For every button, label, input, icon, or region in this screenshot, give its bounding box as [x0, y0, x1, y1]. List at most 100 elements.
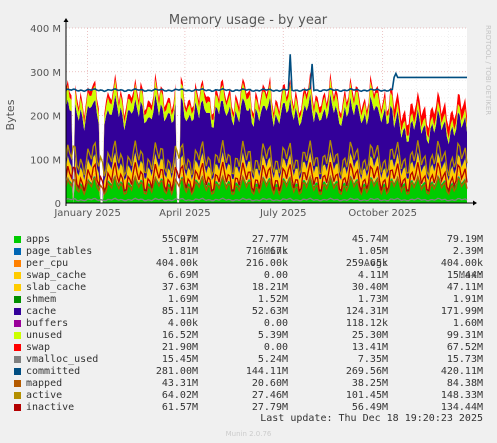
- legend-avg-value: 38.25M: [351, 378, 388, 389]
- legend-label: per_cpu: [26, 258, 69, 269]
- legend-label: mapped: [26, 378, 63, 389]
- x-tick-label: April 2025: [159, 208, 210, 219]
- legend-max-value: 148.33M: [440, 390, 483, 401]
- legend-avg-value: 45.74M: [351, 234, 388, 245]
- legend-cur-value: 43.31M: [161, 378, 198, 389]
- legend-item-apps: apps 55.97M 27.77M 45.74M 79.19M: [0, 234, 497, 246]
- legend-label: cache: [26, 306, 57, 317]
- legend-item-page-tables: page_tables 1.81M 716.67k 1.05M 2.39M: [0, 246, 497, 258]
- legend-avg-value: 30.40M: [351, 282, 388, 293]
- legend-label: unused: [26, 330, 63, 341]
- legend-max-value: 1.60M: [452, 318, 483, 329]
- area-apps: [66, 175, 467, 203]
- legend-label: page_tables: [26, 246, 93, 257]
- legend-label: inactive: [26, 402, 75, 413]
- y-tick-label: 400 M: [30, 24, 61, 35]
- legend-cur-value: 21.90M: [161, 342, 198, 353]
- legend-max-value: 1.91M: [452, 294, 483, 305]
- y-tick-label: 0: [55, 199, 61, 210]
- legend-avg-value: 1.73M: [357, 294, 388, 305]
- legend-swatch: [14, 332, 21, 339]
- rrdtool-watermark: RRDTOOL / TOBI OETIKER: [484, 25, 492, 115]
- legend-swatch: [14, 356, 21, 363]
- legend-avg-value: 1.05M: [357, 246, 388, 257]
- legend-item-per-cpu: per_cpu 404.00k 216.00k 259.65k 404.00k: [0, 258, 497, 270]
- y-tick-label: 100 M: [30, 155, 61, 166]
- legend-swatch: [14, 296, 21, 303]
- legend-min-value: 27.77M: [251, 234, 288, 245]
- legend-min-value: 18.21M: [251, 282, 288, 293]
- legend-cur-value: 16.52M: [161, 330, 198, 341]
- axes: 0 100 M 200 M 300 M 400 M January 2025 April 2…: [30, 18, 477, 219]
- series-lines: [65, 54, 468, 202]
- legend-item-unused: unused 16.52M 5.39M 25.30M 99.31M: [0, 330, 497, 342]
- last-update: Last update: Thu Dec 18 19:20:23 2025: [260, 413, 483, 424]
- legend-label: committed: [26, 366, 81, 377]
- legend-cur-value: 37.63M: [161, 282, 198, 293]
- legend-max-value: 15.73M: [446, 354, 483, 365]
- legend-item-cache: cache 85.11M 52.63M 124.31M 171.99M: [0, 306, 497, 318]
- legend-min-value: 0.00: [263, 270, 288, 281]
- legend-min-value: 0.00: [263, 318, 288, 329]
- x-tick-label: October 2025: [348, 208, 417, 219]
- line-committed: [65, 54, 467, 93]
- legend-max-value: 404.00k: [440, 258, 483, 269]
- legend-label: swap_cache: [26, 270, 87, 281]
- legend-header-max: Max:: [458, 270, 483, 281]
- memory-chart: Memory usage - by year Bytes RRDTOOL / T…: [4, 13, 492, 219]
- legend-max-value: 420.11M: [440, 366, 483, 377]
- x-tick-label: July 2025: [259, 208, 307, 219]
- legend-item-swap-cache: swap_cache 6.69M 0.00 4.11M 15.44M: [0, 270, 497, 282]
- legend-avg-value: 124.31M: [345, 306, 388, 317]
- legend-avg-value: 7.35M: [357, 354, 388, 365]
- legend-item-mapped: mapped 43.31M 20.60M 38.25M 84.38M: [0, 378, 497, 390]
- legend-swatch: [14, 380, 21, 387]
- legend-header-cur: Cur:: [173, 234, 198, 245]
- legend-item-buffers: buffers 4.00k 0.00 118.12k 1.60M: [0, 318, 497, 330]
- x-axis-arrow: [473, 200, 477, 206]
- area-unused: [66, 78, 467, 203]
- legend-label: slab_cache: [26, 282, 87, 293]
- legend-cur-value: 281.00M: [155, 366, 198, 377]
- legend-max-value: 134.44M: [440, 402, 483, 413]
- legend-header: Cur: Min: Avg: Max:: [0, 222, 497, 281]
- legend-cur-value: 55.97M: [161, 234, 198, 245]
- legend-swatch: [14, 272, 21, 279]
- legend-avg-value: 4.11M: [357, 270, 388, 281]
- legend-min-value: 5.39M: [257, 330, 288, 341]
- legend-item-vmalloc-used: vmalloc_used 15.45M 5.24M 7.35M 15.73M: [0, 354, 497, 366]
- legend-item-shmem: shmem 1.69M 1.52M 1.73M 1.91M: [0, 294, 497, 306]
- legend-label: active: [26, 390, 63, 401]
- legend-min-value: 52.63M: [251, 306, 288, 317]
- legend-avg-value: 13.41M: [351, 342, 388, 353]
- legend-cur-value: 61.57M: [161, 402, 198, 413]
- legend-item-slab-cache: slab_cache 37.63M 18.21M 30.40M 47.11M: [0, 282, 497, 294]
- area-swap: [66, 71, 467, 204]
- legend-swatch: [14, 284, 21, 291]
- legend-label: buffers: [26, 318, 69, 329]
- y-tick-label: 200 M: [30, 112, 61, 123]
- legend-swatch: [14, 320, 21, 327]
- legend-item-committed: committed 281.00M 144.11M 269.56M 420.11M: [0, 366, 497, 378]
- legend-max-value: 67.52M: [446, 342, 483, 353]
- legend-swatch: [14, 344, 21, 351]
- legend-cur-value: 85.11M: [161, 306, 198, 317]
- legend-swatch: [14, 248, 21, 255]
- legend-min-value: 0.00: [263, 342, 288, 353]
- line-mapped: [65, 174, 468, 197]
- chart-title: Memory usage - by year: [169, 13, 328, 28]
- legend-cur-value: 1.69M: [167, 294, 198, 305]
- legend-min-value: 1.52M: [257, 294, 288, 305]
- area-cache: [66, 93, 467, 203]
- legend-avg-value: 118.12k: [345, 318, 388, 329]
- legend-max-value: 2.39M: [452, 246, 483, 257]
- line-active: [65, 140, 468, 178]
- legend-label: swap: [26, 342, 51, 353]
- legend-max-value: 171.99M: [440, 306, 483, 317]
- line-vmalloc-used: [65, 197, 468, 202]
- legend-swatch: [14, 260, 21, 267]
- legend-swatch: [14, 404, 21, 411]
- legend-cur-value: 1.81M: [167, 246, 198, 257]
- legend-header-min: Min:: [263, 246, 288, 257]
- legend-cur-value: 64.02M: [161, 390, 198, 401]
